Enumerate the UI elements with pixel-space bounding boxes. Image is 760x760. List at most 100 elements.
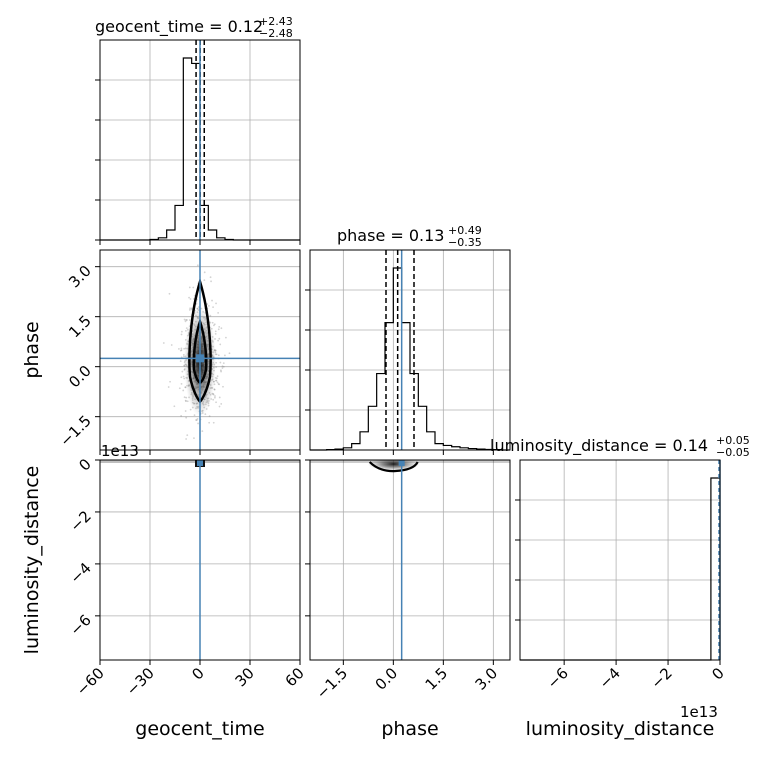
phase-yticklabel: 1.5	[65, 312, 95, 342]
scatter-point	[216, 381, 219, 384]
scatter-point	[176, 451, 178, 453]
scatter-point	[184, 386, 187, 389]
scatter-point	[219, 343, 222, 346]
scatter-point	[220, 403, 223, 405]
scatter-point	[213, 388, 216, 391]
scatter-point	[214, 395, 216, 397]
scatter-point	[189, 408, 192, 411]
scatter-point	[185, 330, 187, 332]
scatter-point	[196, 417, 199, 420]
scatter-point	[195, 419, 197, 421]
scatter-point	[219, 361, 222, 364]
scatter-point	[210, 280, 212, 283]
phase-xticklabel: 3.0	[472, 664, 502, 694]
scatter-point	[215, 302, 217, 305]
scatter-point	[181, 370, 184, 373]
scatter-point	[197, 422, 199, 425]
ylabel-luminosity-distance: luminosity_distance	[21, 466, 43, 655]
scatter-point	[217, 339, 220, 342]
scatter-point	[185, 438, 188, 440]
scatter-point	[168, 292, 171, 295]
scatter-point	[180, 333, 183, 336]
density-blob	[367, 460, 420, 471]
scatter-point	[203, 271, 206, 274]
scatter-point	[220, 370, 222, 373]
luminosity-distance-yticklabel: 0	[75, 455, 94, 474]
offset-text-x: 1e13	[680, 703, 718, 721]
scatter-point	[180, 349, 183, 351]
scatter-point	[167, 386, 170, 388]
scatter-point	[217, 354, 220, 357]
scatter-point	[213, 323, 216, 326]
title-geocent-time-plus: +2.43	[259, 15, 293, 28]
frame-l	[519, 459, 721, 661]
geocent-time-xticklabel: 30	[232, 664, 258, 690]
scatter-point	[178, 348, 180, 350]
scatter-point	[186, 434, 189, 437]
scatter-point	[184, 410, 187, 412]
scatter-point	[212, 421, 215, 424]
scatter-point	[215, 379, 217, 382]
phase-xticklabel: 1.5	[422, 664, 452, 694]
scatter-point	[216, 375, 219, 378]
frame-p	[309, 249, 511, 451]
phase-yticklabel: −1.5	[56, 412, 94, 450]
scatter-point	[218, 396, 221, 399]
scatter-point	[195, 302, 198, 305]
scatter-point	[182, 389, 185, 392]
xlabel-phase: phase	[381, 718, 438, 740]
title-luminosity-distance: luminosity_distance = 0.14	[490, 436, 708, 456]
scatter-point	[224, 354, 226, 357]
scatter-point	[218, 405, 221, 408]
geocent-time-xticklabel: 60	[282, 664, 308, 690]
panel-geocent-lum-body	[100, 460, 300, 660]
scatter-point	[183, 377, 186, 380]
scatter-point	[201, 430, 204, 433]
scatter-point	[189, 298, 192, 300]
title-geocent-time: geocent_time = 0.12	[95, 17, 263, 37]
scatter-point	[179, 349, 182, 352]
geocent-time-xticklabel: −60	[73, 664, 108, 699]
luminosity-distance-yticklabel: −4	[66, 559, 94, 587]
scatter-point	[207, 304, 210, 307]
scatter-point	[185, 400, 187, 403]
scatter-point	[218, 383, 221, 386]
scatter-point	[222, 385, 224, 388]
scatter-point	[208, 421, 211, 424]
scatter-point	[215, 401, 217, 404]
scatter-point	[211, 321, 214, 324]
title-luminosity-distance-plus: +0.05	[716, 434, 750, 447]
offset-text-y: 1e13	[101, 442, 139, 460]
scatter-point	[212, 393, 215, 396]
title-phase: phase = 0.13	[337, 226, 444, 245]
scatter-point	[215, 377, 218, 380]
geocent-time-xticklabel: −30	[123, 664, 158, 699]
scatter-point	[185, 319, 188, 321]
luminosity-distance-xticklabel: −6	[544, 664, 572, 692]
scatter-point	[203, 279, 206, 282]
scatter-point	[185, 327, 188, 329]
ylabel-phase: phase	[21, 321, 43, 378]
scatter-point	[180, 347, 183, 350]
scatter-point	[221, 365, 224, 368]
scatter-point	[188, 286, 191, 289]
scatter-point	[222, 362, 225, 365]
scatter-point	[183, 396, 186, 399]
scatter-point	[215, 379, 218, 382]
luminosity-distance-yticklabel: −6	[66, 611, 94, 639]
panel-phase-histogram	[310, 267, 510, 451]
scatter-point	[212, 398, 215, 401]
panel-lum-histogram	[520, 477, 720, 661]
title-phase-plus: +0.49	[448, 224, 482, 237]
scatter-point	[180, 376, 183, 379]
scatter-point	[184, 320, 187, 323]
geocent-time-xticklabel: 0	[188, 664, 207, 683]
scatter-point	[180, 414, 183, 417]
contour	[368, 461, 419, 473]
scatter-point	[218, 325, 221, 328]
scatter-point	[188, 309, 191, 311]
scatter-point	[189, 307, 191, 310]
scatter-point	[209, 276, 212, 279]
scatter-point	[181, 330, 183, 333]
